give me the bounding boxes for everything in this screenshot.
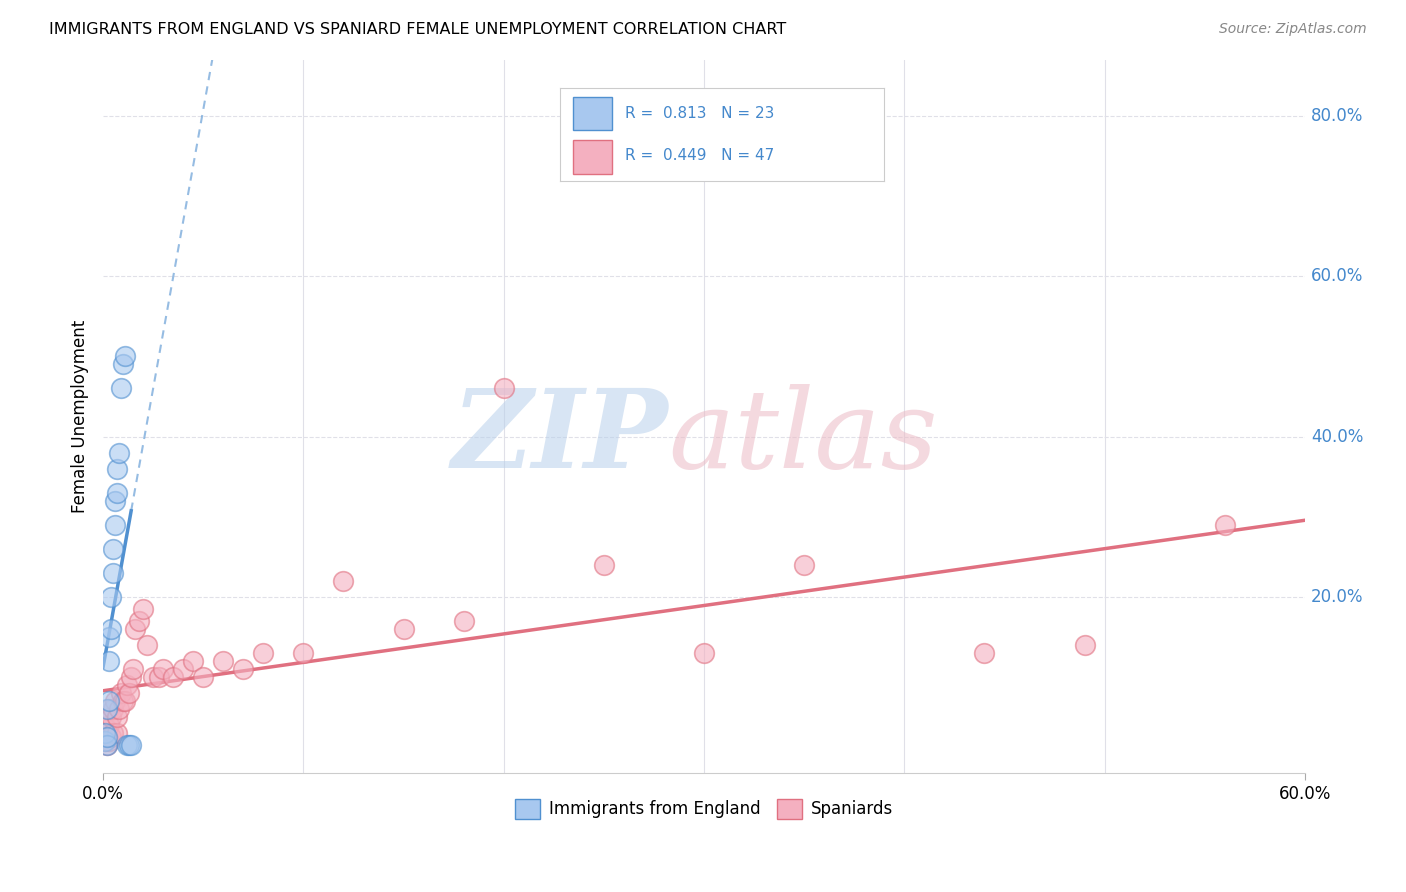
Point [120, 739, 142, 753]
Point [114, 350, 136, 364]
Point [100, 710, 122, 724]
Point [96, 723, 118, 737]
Point [112, 358, 135, 372]
Point [96, 739, 118, 753]
Legend: Immigrants from England, Spaniards: Immigrants from England, Spaniards [509, 792, 900, 826]
Point [108, 702, 131, 716]
Point [492, 381, 515, 395]
Point [105, 485, 128, 500]
Point [101, 702, 124, 716]
Point [136, 638, 159, 652]
Point [973, 646, 995, 660]
Point [392, 622, 415, 636]
Point [693, 646, 716, 660]
Point [593, 558, 616, 572]
Point [332, 574, 354, 588]
Point [232, 662, 254, 676]
Point [94, 726, 117, 740]
Point [98, 654, 121, 668]
Point [112, 694, 135, 708]
Point [100, 731, 122, 745]
Point [453, 614, 475, 628]
Point [98, 630, 121, 644]
Point [100, 622, 122, 636]
Point [162, 670, 184, 684]
Point [122, 662, 145, 676]
Point [120, 670, 142, 684]
Point [104, 493, 127, 508]
Point [94, 734, 117, 748]
Point [108, 445, 131, 459]
Point [292, 646, 315, 660]
Text: ZIP: ZIP [451, 384, 668, 491]
Text: atlas: atlas [668, 384, 938, 491]
Text: Source: ZipAtlas.com: Source: ZipAtlas.com [1219, 22, 1367, 37]
Point [118, 739, 141, 753]
Point [128, 614, 150, 628]
Point [110, 686, 132, 700]
Point [94, 734, 117, 748]
Point [1213, 517, 1236, 532]
Point [98, 702, 121, 716]
Point [115, 739, 138, 753]
Point [96, 702, 118, 716]
Point [101, 566, 124, 580]
Point [124, 622, 146, 636]
Y-axis label: Female Unemployment: Female Unemployment [72, 320, 89, 513]
Point [96, 731, 118, 745]
Point [132, 602, 155, 616]
Point [118, 686, 141, 700]
Point [172, 662, 194, 676]
Text: 60.0%: 60.0% [1310, 268, 1364, 285]
Point [101, 541, 124, 556]
Point [181, 654, 204, 668]
Point [98, 718, 121, 732]
Point [110, 381, 132, 395]
Point [104, 517, 127, 532]
Point [793, 558, 815, 572]
Point [104, 694, 127, 708]
Point [105, 710, 128, 724]
Point [115, 678, 138, 692]
Point [212, 654, 235, 668]
Point [152, 662, 174, 676]
Point [96, 739, 118, 753]
Point [1073, 638, 1095, 652]
Point [98, 694, 121, 708]
Text: IMMIGRANTS FROM ENGLAND VS SPANIARD FEMALE UNEMPLOYMENT CORRELATION CHART: IMMIGRANTS FROM ENGLAND VS SPANIARD FEMA… [49, 22, 786, 37]
Point [94, 726, 117, 740]
Point [105, 726, 128, 740]
Point [148, 670, 170, 684]
Point [100, 590, 122, 604]
Text: 80.0%: 80.0% [1310, 107, 1364, 125]
Point [193, 670, 215, 684]
Point [114, 694, 136, 708]
Point [98, 734, 121, 748]
Point [105, 461, 128, 475]
Point [101, 726, 124, 740]
Text: 20.0%: 20.0% [1310, 588, 1364, 606]
Point [252, 646, 274, 660]
Text: 40.0%: 40.0% [1310, 427, 1364, 446]
Point [142, 670, 165, 684]
